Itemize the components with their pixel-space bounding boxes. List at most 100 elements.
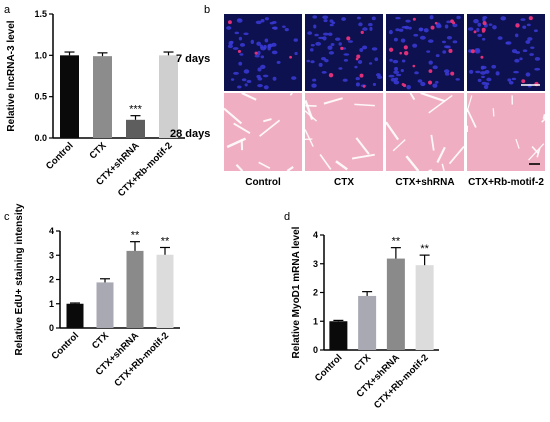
significance-marker: ** (392, 236, 401, 248)
nucleus (348, 40, 353, 43)
nucleus (401, 59, 406, 63)
nucleus (533, 29, 538, 33)
nucleus (309, 48, 314, 52)
panel-label-d: d (284, 211, 290, 223)
edu-positive-nucleus (428, 69, 433, 74)
category-label: Control (313, 352, 345, 384)
nucleus (323, 19, 328, 23)
bar (358, 295, 377, 350)
edu-positive-nucleus (427, 80, 433, 85)
nucleus (406, 85, 411, 90)
nucleus (237, 18, 241, 21)
fiber-border (319, 154, 332, 170)
nucleus (315, 41, 322, 46)
edu-positive-nucleus (450, 19, 454, 24)
nucleus (436, 23, 442, 27)
edu-image (224, 14, 302, 91)
nucleus (444, 24, 449, 29)
nucleus (306, 59, 311, 63)
nucleus (432, 83, 438, 88)
nucleus (312, 78, 317, 82)
significance-marker: *** (129, 104, 143, 116)
nucleus (334, 37, 341, 41)
nucleus (534, 56, 541, 61)
nucleus (525, 72, 531, 77)
fiber-border (528, 143, 545, 161)
edu-positive-nucleus (434, 21, 438, 25)
nucleus (232, 47, 239, 50)
fiber-border (531, 146, 540, 155)
condition-label: CTX+Rb-motif-2 (468, 177, 544, 188)
nucleus (238, 61, 243, 66)
nucleus (267, 46, 271, 51)
nucleus (429, 15, 434, 20)
nucleus (432, 65, 438, 70)
panel-label-b: b (204, 4, 210, 16)
fiber-border (354, 103, 375, 107)
chart-edu-staining: 0 1 2 3 4 Relative EdU+ staining intensity Con… (14, 203, 180, 389)
nucleus (282, 25, 286, 28)
nucleus (260, 19, 265, 23)
edu-positive-nucleus (362, 84, 366, 88)
nucleus (254, 54, 260, 58)
nucleus (368, 22, 373, 27)
nucleus (477, 78, 482, 83)
nucleus (395, 16, 401, 20)
nucleus (400, 38, 406, 43)
nucleus (343, 53, 350, 56)
nucleus (476, 27, 480, 33)
nucleus (419, 35, 426, 40)
fiber-border (392, 139, 406, 152)
fiber-border (286, 166, 294, 172)
nucleus (468, 69, 474, 74)
nucleus (393, 37, 398, 42)
edu-positive-nucleus (450, 71, 455, 76)
nucleus (327, 45, 333, 50)
category-label: Control (44, 140, 76, 172)
edu-positive-nucleus (359, 73, 364, 78)
nucleus (442, 50, 447, 54)
nucleus (321, 70, 327, 74)
fiber-border (492, 108, 495, 117)
nucleus (513, 70, 519, 74)
nucleus (483, 84, 489, 90)
y-tick-label: 2 (313, 288, 318, 298)
nucleus (480, 65, 485, 70)
edu-positive-nucleus (227, 20, 232, 25)
edu-positive-nucleus (254, 51, 258, 55)
nucleus (394, 66, 399, 72)
condition-label: CTX (334, 177, 354, 188)
nucleus (420, 81, 426, 87)
nucleus (477, 22, 482, 27)
nucleus (243, 69, 250, 74)
edu-positive-nucleus (388, 47, 394, 52)
nucleus (480, 75, 485, 79)
nucleus (369, 26, 373, 31)
nucleus (423, 28, 429, 33)
fiber-border (542, 114, 547, 120)
nucleus (338, 42, 342, 46)
nucleus (237, 85, 242, 89)
nucleus (257, 84, 263, 88)
nucleus (331, 21, 336, 25)
nucleus (522, 25, 527, 29)
nucleus (368, 62, 373, 65)
edu-positive-nucleus (412, 64, 416, 68)
nucleus (233, 71, 239, 75)
nucleus (395, 28, 400, 32)
fiber-border (405, 155, 420, 172)
nucleus (276, 60, 281, 64)
nucleus (262, 74, 269, 78)
fiber-border (355, 137, 370, 155)
nucleus (330, 43, 335, 47)
edu-positive-nucleus (473, 30, 477, 34)
y-tick-label: 1 (49, 299, 54, 309)
edu-positive-nucleus (528, 16, 533, 21)
y-tick-label: 4 (313, 230, 318, 240)
nucleus (362, 27, 368, 31)
edu-positive-nucleus (403, 45, 408, 50)
fiber-border (541, 118, 546, 123)
edu-positive-nucleus (470, 49, 475, 54)
nucleus (293, 38, 298, 42)
nucleus (263, 85, 269, 90)
